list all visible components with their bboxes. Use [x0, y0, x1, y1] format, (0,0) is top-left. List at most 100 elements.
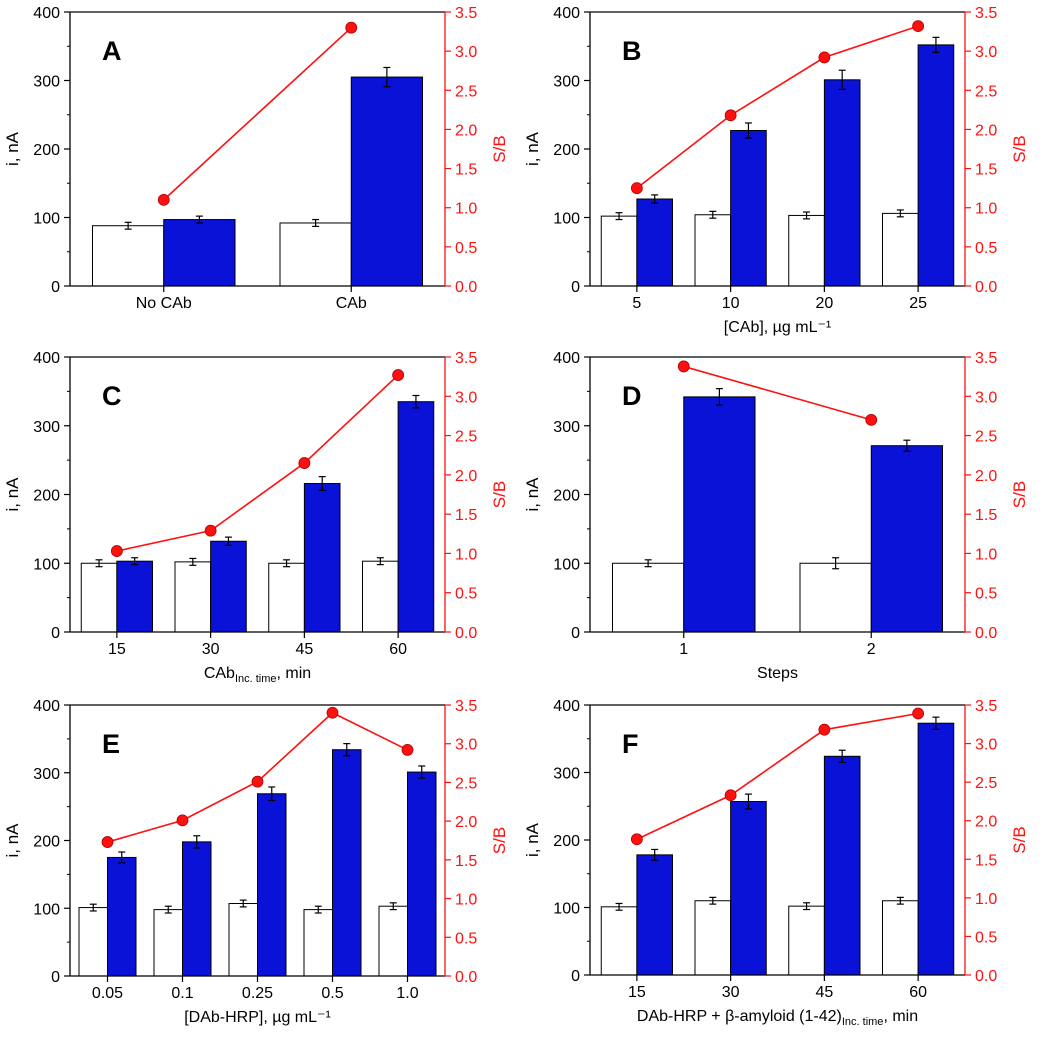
errorbar-signal-3 [838, 749, 846, 763]
y2-axis-title: S/B [490, 135, 509, 162]
errorbar-background-2 [832, 557, 840, 570]
y2-tick-label-2.0: 2.0 [455, 468, 477, 485]
sb-point-4 [912, 20, 925, 32]
panel-f: 15 30 45 60 0 100 200 300 400 0.0 0.5 1.0 1.5 2.0 2.5 3… [523, 698, 1029, 1028]
y-tick-label-300: 300 [33, 419, 60, 436]
y2-tick-label-1.5: 1.5 [975, 852, 997, 869]
bar-background-3 [228, 903, 258, 977]
errorbar-signal-2 [744, 122, 752, 139]
x-tick-label-1: 0.05 [92, 985, 123, 1002]
y-tick-label-200: 200 [33, 834, 60, 851]
errorbar-signal-3 [268, 786, 276, 802]
bar-background-2 [174, 561, 212, 633]
errorbar-signal-1 [118, 851, 126, 864]
y-tick-label-300: 300 [33, 766, 60, 783]
bar-background-2 [799, 562, 872, 633]
y2-tick-label-0.0: 0.0 [975, 279, 997, 296]
sb-line [163, 27, 352, 201]
sb-point-3 [251, 775, 264, 788]
x-axis-title: DAb-HRP + β-amyloid (1-42)Inc. time, min [637, 1008, 918, 1028]
sb-point-3 [298, 457, 311, 469]
y-axis-title: i, nA [3, 131, 22, 166]
sb-point-3 [818, 51, 831, 64]
y2-axis-title: S/B [1010, 135, 1029, 162]
x-axis-title-subscript: Inc. time [842, 1016, 884, 1028]
errorbar-background-4 [376, 557, 384, 566]
y2-tick-label-3.5: 3.5 [455, 698, 477, 715]
bar-signal-1 [636, 198, 673, 287]
y2-tick-label-0.0: 0.0 [975, 625, 997, 642]
errorbar-signal-1 [131, 557, 139, 566]
panel-label: F [622, 729, 639, 759]
y2-tick-label-3.5: 3.5 [455, 350, 477, 367]
sb-point-4 [912, 707, 925, 720]
sb-point-2 [724, 109, 737, 122]
bar-background-4 [303, 909, 333, 977]
x-tick-label-3: 45 [815, 984, 833, 1001]
y2-tick-label-0.5: 0.5 [455, 586, 477, 603]
y-tick-label-100: 100 [33, 211, 60, 228]
y2-tick-label-3.0: 3.0 [455, 389, 477, 406]
y-tick-label-0: 0 [51, 969, 60, 986]
panel-label: C [102, 381, 122, 411]
y-tick-label-200: 200 [33, 488, 60, 505]
x-tick-label-3: 0.25 [242, 985, 273, 1002]
y2-tick-label-2.5: 2.5 [455, 429, 477, 446]
sb-line [636, 712, 919, 840]
bar-signal-2 [870, 445, 943, 633]
y2-tick-label-1.5: 1.5 [455, 507, 477, 524]
bar-background-3 [788, 905, 825, 976]
errorbar-signal-2 [903, 439, 911, 452]
y-axis-title: i, nA [523, 822, 542, 857]
bar-signal-2 [730, 130, 767, 287]
bar-background-5 [378, 905, 408, 977]
y2-tick-label-1.5: 1.5 [455, 162, 477, 179]
bar-signal-1 [683, 396, 756, 633]
x-axis-title-main: DAb-HRP + β-amyloid (1-42) [637, 1008, 842, 1025]
y-tick-label-200: 200 [553, 833, 580, 850]
bar-signal-4 [332, 749, 362, 977]
x-axis-title: CAbInc. time, min [204, 665, 311, 685]
x-axis-title: Steps [757, 665, 798, 682]
y2-tick-label-2.0: 2.0 [975, 468, 997, 485]
sb-point-4 [326, 706, 339, 719]
sb-point-5 [401, 744, 414, 756]
bar-signal-3 [823, 79, 861, 287]
sb-point-2 [865, 413, 878, 426]
errorbar-background-1 [89, 903, 97, 912]
errorbar-background-3 [283, 559, 291, 568]
errorbar-background-3 [803, 902, 811, 911]
bar-signal-4 [917, 44, 955, 287]
errorbar-signal-2 [744, 793, 752, 810]
sb-line [116, 374, 399, 552]
x-tick-label-1: 5 [632, 295, 641, 312]
bar-signal-2 [210, 540, 247, 633]
y2-tick-label-3.0: 3.0 [975, 389, 997, 406]
y2-tick-label-2.5: 2.5 [975, 83, 997, 100]
x-axis-title-suffix: , min [277, 665, 312, 682]
y-axis-title: i, nA [523, 131, 542, 166]
errorbar-signal-2 [193, 835, 201, 849]
errorbar-signal-3 [838, 69, 846, 91]
bar-signal-2 [350, 76, 423, 287]
y-tick-label-100: 100 [553, 901, 580, 918]
errorbar-background-4 [896, 896, 904, 905]
panel-label: D [622, 381, 642, 411]
errorbar-signal-4 [412, 394, 420, 409]
y-tick-label-200: 200 [553, 142, 580, 159]
y2-tick-label-0.5: 0.5 [455, 930, 477, 947]
panel-label: A [102, 36, 122, 66]
y2-axis-title: S/B [1010, 481, 1029, 508]
y-axis-title: i, nA [523, 477, 542, 512]
x-tick-label-2: 2 [867, 641, 876, 658]
y-tick-label-0: 0 [51, 625, 60, 642]
y2-tick-label-2.5: 2.5 [975, 429, 997, 446]
y2-tick-label-2.0: 2.0 [975, 122, 997, 139]
x-tick-label-4: 60 [389, 641, 407, 658]
y2-tick-label-2.0: 2.0 [975, 814, 997, 831]
y-tick-label-0: 0 [571, 968, 580, 985]
bar-signal-2 [730, 801, 767, 976]
bar-signal-1 [116, 560, 153, 633]
bar-signal-4 [917, 722, 955, 976]
bar-background-1 [600, 906, 638, 976]
